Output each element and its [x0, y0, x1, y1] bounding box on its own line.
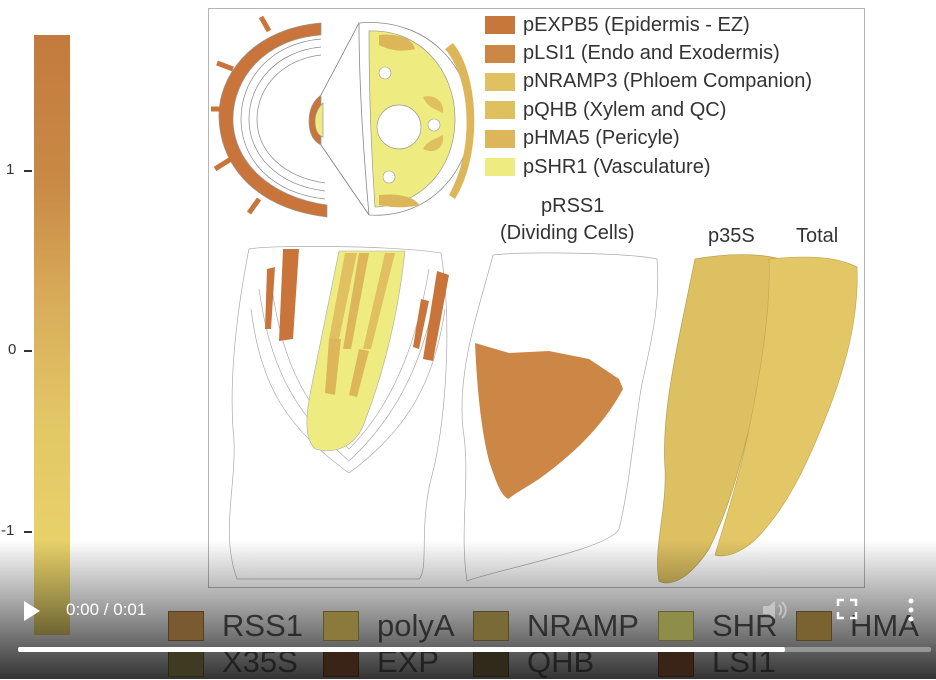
longitudinal-section: [228, 246, 449, 580]
figure-panel: [208, 8, 865, 588]
legend-label: pQHB (Xylem and QC): [523, 98, 727, 121]
legend-item: pSHR1 (Vasculature): [485, 153, 812, 181]
legend: pEXPB5 (Epidermis - EZ) pLSI1 (Endo and …: [485, 11, 812, 181]
chip-item: SHR: [658, 608, 777, 644]
legend-label: pNRAMP3 (Phloem Companion): [523, 70, 813, 93]
video-overlay-gradient: [0, 540, 936, 679]
volume-icon[interactable]: [760, 598, 788, 622]
legend-swatch: [485, 101, 515, 120]
chip-swatch: [796, 611, 832, 641]
play-icon[interactable]: [18, 598, 44, 624]
video-controls: 0:00 / 0:01: [0, 590, 936, 679]
legend-swatch: [485, 44, 515, 63]
rss1-subcaption: (Dividing Cells): [500, 222, 635, 244]
chip-item: RSS1: [168, 608, 303, 644]
rss1-section: [461, 252, 659, 582]
colorbar-tick-label: -1: [1, 522, 15, 539]
more-options-icon[interactable]: [906, 596, 916, 624]
colorbar: [34, 35, 70, 635]
legend-swatch: [485, 158, 515, 177]
fullscreen-icon[interactable]: [836, 598, 858, 620]
chip-label: NRAMP: [527, 608, 639, 643]
chip-item: NRAMP: [473, 608, 639, 644]
legend-swatch: [485, 72, 515, 91]
progress-fill: [18, 647, 785, 652]
colorbar-tick: [24, 170, 32, 172]
chip-label: HMA: [850, 608, 919, 643]
legend-label: pEXPB5 (Epidermis - EZ): [523, 13, 750, 36]
root-illustration: [211, 15, 858, 584]
chip-item: polyA: [323, 608, 455, 644]
legend-swatch: [485, 129, 515, 148]
time-display: 0:00 / 0:01: [66, 600, 147, 619]
chip-swatch: [168, 611, 204, 641]
chip-label: RSS1: [222, 608, 303, 643]
p35s-caption: p35S: [708, 225, 755, 247]
legend-swatch: [485, 16, 515, 35]
colorbar-tick-label: 1: [6, 161, 15, 178]
chip-item: HMA: [796, 608, 919, 644]
legend-label: pSHR1 (Vasculature): [523, 155, 711, 178]
legend-label: pHMA5 (Pericyle): [523, 127, 680, 150]
legend-item: pQHB (Xylem and QC): [485, 96, 812, 124]
legend-item: pHMA5 (Pericyle): [485, 125, 812, 153]
chip-swatch: [658, 611, 694, 641]
colorbar-tick: [24, 531, 32, 533]
cross-section-right: [358, 22, 475, 216]
colorbar-tick: [24, 350, 32, 352]
chip-swatch: [323, 611, 359, 641]
total-caption: Total: [796, 225, 839, 247]
chip-label: polyA: [377, 608, 455, 643]
progress-bar[interactable]: [18, 647, 931, 652]
legend-item: pEXPB5 (Epidermis - EZ): [485, 11, 812, 39]
legend-item: pNRAMP3 (Phloem Companion): [485, 68, 812, 96]
chip-swatch: [473, 611, 509, 641]
legend-item: pLSI1 (Endo and Exodermis): [485, 39, 812, 67]
legend-label: pLSI1 (Endo and Exodermis): [523, 42, 780, 65]
p35s-total-section: [657, 254, 858, 584]
rss1-caption: pRSS1: [541, 195, 605, 217]
cross-section-left: [211, 15, 328, 218]
colorbar-tick-label: 0: [8, 341, 17, 358]
